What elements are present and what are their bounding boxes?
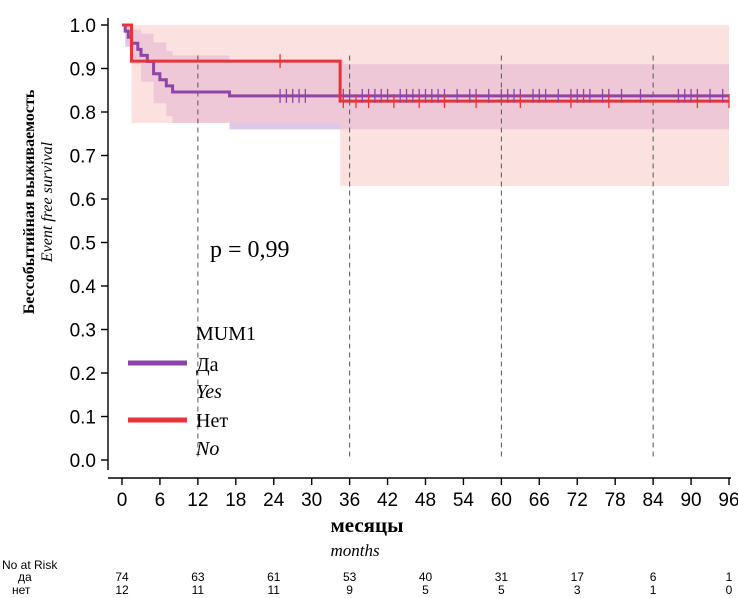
x-tick-label-0: 0 — [117, 490, 128, 511]
risk-row-label-yes: да — [18, 570, 32, 584]
confidence-bands — [122, 25, 729, 186]
risk-value-yes-72: 17 — [571, 570, 585, 584]
x-tick-label-42: 42 — [377, 490, 398, 511]
ci-band-no — [122, 25, 729, 186]
risk-table-title: No at Risk — [2, 558, 58, 572]
legend-label-yes: Да — [196, 354, 219, 376]
risk-value-no-0: 12 — [115, 583, 129, 597]
risk-value-no-84: 1 — [650, 583, 657, 597]
legend-label-yes-en: Yes — [196, 381, 222, 403]
x-tick-label-54: 54 — [453, 490, 475, 511]
risk-value-yes-24: 61 — [267, 570, 281, 584]
x-tick-label-12: 12 — [187, 490, 208, 511]
x-tick-label-36: 36 — [339, 490, 360, 511]
x-tick-label-66: 66 — [529, 490, 550, 511]
y-tick-label-0.7: 0.7 — [70, 147, 96, 168]
risk-value-no-60: 5 — [498, 583, 505, 597]
x-tick-label-60: 60 — [491, 490, 512, 511]
risk-value-no-36: 9 — [346, 583, 353, 597]
x-tick-label-48: 48 — [415, 490, 436, 511]
y-tick-label-0.1: 0.1 — [70, 408, 96, 429]
risk-value-yes-36: 53 — [343, 570, 357, 584]
legend-label-no-en: No — [195, 438, 219, 460]
y-axis-ticks: 0.0 0.1 0.2 0.3 0.4 0.5 0.6 0.7 0.8 0.9 1.0 — [70, 16, 108, 472]
risk-value-no-24: 11 — [268, 583, 281, 597]
risk-value-yes-48: 40 — [419, 570, 433, 584]
risk-value-yes-0: 74 — [115, 570, 129, 584]
x-tick-label-24: 24 — [263, 490, 285, 511]
y-tick-label-0.9: 0.9 — [70, 60, 96, 81]
x-axis-label-en: months — [330, 541, 380, 560]
y-tick-label-0.0: 0.0 — [70, 451, 96, 472]
x-tick-label-90: 90 — [680, 490, 701, 511]
risk-row-label-no: нет — [12, 583, 31, 597]
x-tick-label-78: 78 — [605, 490, 626, 511]
y-tick-label-0.6: 0.6 — [70, 190, 96, 211]
risk-value-no-72: 3 — [574, 583, 581, 597]
y-tick-label-0.4: 0.4 — [70, 277, 97, 298]
y-axis-label: Бессобытийная выживаемость — [21, 89, 38, 314]
legend-label-no: Нет — [196, 410, 228, 432]
legend-title: MUM1 — [196, 323, 256, 345]
x-axis-label: месяцы — [330, 513, 403, 537]
y-tick-label-0.3: 0.3 — [70, 321, 96, 342]
x-tick-label-18: 18 — [225, 490, 246, 511]
y-tick-label-0.8: 0.8 — [70, 103, 96, 124]
risk-value-yes-60: 31 — [495, 570, 509, 584]
x-tick-label-72: 72 — [567, 490, 588, 511]
risk-value-yes-96: 1 — [726, 570, 733, 584]
legend: MUM1 Да Yes Нет No — [128, 323, 256, 460]
risk-value-yes-12: 63 — [191, 570, 205, 584]
x-tick-label-96: 96 — [718, 490, 738, 511]
x-tick-label-30: 30 — [301, 490, 322, 511]
risk-value-yes-84: 6 — [650, 570, 657, 584]
y-axis-label-en: Event free survival — [39, 141, 56, 263]
reference-lines — [197, 55, 654, 460]
survival-curves — [122, 23, 729, 103]
risk-table: No at Risk да нет 74 63 61 53 40 31 17 6 112 11 11… — [2, 558, 733, 597]
risk-values: 74 63 61 53 40 31 17 6 112 11 11 9 5 5 3 1 0 — [115, 570, 732, 597]
x-tick-label-6: 6 — [155, 490, 166, 511]
y-tick-label-1.0: 1.0 — [70, 16, 96, 37]
x-tick-label-84: 84 — [643, 490, 665, 511]
axes — [107, 18, 731, 479]
risk-value-no-12: 11 — [192, 583, 205, 597]
y-tick-label-0.5: 0.5 — [70, 234, 96, 255]
survival-curve-no — [122, 23, 729, 103]
y-tick-label-0.2: 0.2 — [70, 364, 96, 385]
survival-curve-yes — [122, 23, 729, 98]
annotation-p-value: p = 0,99 — [210, 237, 290, 263]
risk-value-no-48: 5 — [422, 583, 429, 597]
x-axis-ticks: 0 6 12 18 24 30 36 42 48 54 60 66 72 78 84 90 96 — [117, 478, 738, 511]
censor-marks — [279, 54, 730, 109]
risk-value-no-96: 0 — [726, 583, 733, 597]
